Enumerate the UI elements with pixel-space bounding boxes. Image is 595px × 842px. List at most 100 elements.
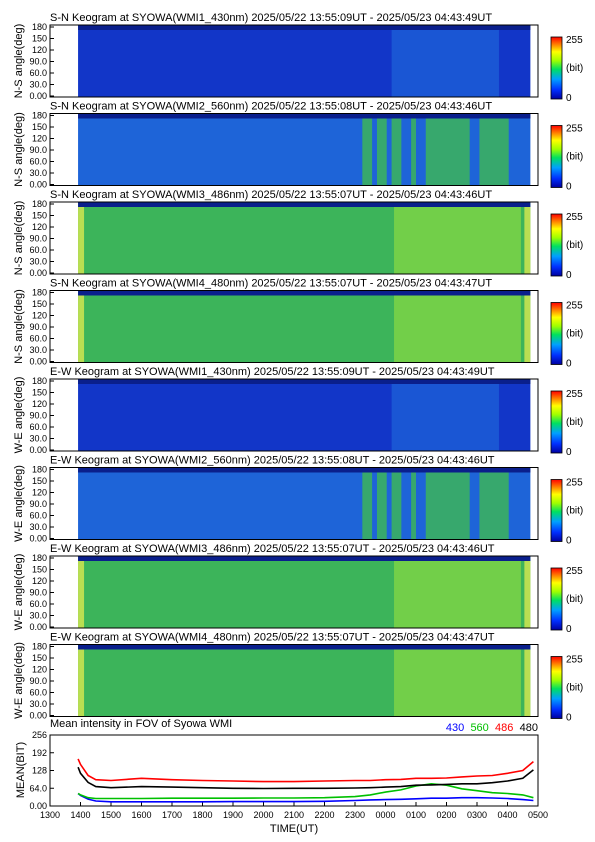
panel-ytick-label: 90.0 (29, 145, 47, 155)
panel-ytick-label: 150 (32, 34, 47, 44)
chart-xtick-label: 0500 (528, 810, 548, 820)
panel-ytick-label: 90.0 (29, 411, 47, 421)
colorbar-max-label: 255 (566, 124, 583, 135)
panel-ytick-label: 90.0 (29, 588, 47, 598)
panel-ytick-label: 60.0 (29, 68, 47, 78)
panel-ytick-label: 180 (32, 199, 47, 209)
panel-ytick-label: 90.0 (29, 676, 47, 686)
legend-480: 480 (520, 722, 538, 734)
colorbar-max-label: 255 (566, 655, 583, 666)
colorbar (550, 567, 563, 631)
panel-ytick-label: 30.0 (29, 434, 47, 444)
dusk-edge (524, 207, 531, 274)
panel-title: E-W Keogram at SYOWA(WMI3_486nm) 2025/05… (50, 543, 495, 555)
chart-xtick-label: 0000 (375, 810, 395, 820)
colorbar-min-label: 0 (566, 536, 572, 547)
panel-ytick-label: 0.00 (29, 91, 47, 101)
panel-ytick-label: 150 (32, 565, 47, 575)
panel-ytick-label: 180 (32, 553, 47, 563)
bright-region (394, 561, 521, 628)
chart-xtick-label: 1500 (101, 810, 121, 820)
aurora-band (362, 472, 373, 540)
panel-ytick-label: 0.00 (29, 268, 47, 278)
aurora-band (411, 118, 416, 186)
chart-ytick-label: 64.0 (29, 783, 47, 793)
panel-ytick-label: 60.0 (29, 334, 47, 344)
chart-xtick-label: 1700 (162, 810, 182, 820)
series-430-line (77, 792, 534, 803)
panel-ytick-label: 60.0 (29, 599, 47, 609)
colorbar-max-label: 255 (566, 35, 583, 46)
colorbar-max-label: 255 (566, 212, 583, 223)
panel-ytick-label: 180 (32, 642, 47, 652)
chart-xtick-label: 1900 (223, 810, 243, 820)
colorbar-unit-label: (bit) (566, 594, 583, 605)
panel-ytick-label: 60.0 (29, 688, 47, 698)
chart-xtick-label: 2000 (253, 810, 273, 820)
colorbar-min-label: 0 (566, 359, 572, 370)
aurora-band (376, 118, 387, 186)
weak-region (391, 384, 499, 451)
chart-xtick-label: 2200 (314, 810, 334, 820)
dawn-edge (78, 207, 85, 274)
panel-title: S-N Keogram at SYOWA(WMI1_430nm) 2025/05… (50, 12, 492, 24)
chart-title: Mean intensity in FOV of Syowa WMI (50, 718, 232, 730)
colorbar (550, 302, 563, 365)
colorbar-max-label: 255 (566, 478, 583, 489)
panel-ytick-label: 30.0 (29, 168, 47, 178)
chart-xtick-label: 2100 (284, 810, 304, 820)
panel-title: E-W Keogram at SYOWA(WMI1_430nm) 2025/05… (50, 366, 495, 378)
colorbar-max-label: 255 (566, 301, 583, 312)
chart-xtick-label: 0300 (467, 810, 487, 820)
bright-region (394, 207, 521, 274)
keogram-horizon-strip (78, 25, 531, 30)
panel-ytick-label: 180 (32, 465, 47, 475)
chart-xlabel: TIME(UT) (270, 823, 318, 835)
panel-ytick-label: 150 (32, 653, 47, 663)
chart-xtick-label: 1600 (131, 810, 151, 820)
panel-ytick-label: 180 (32, 288, 47, 298)
chart-xtick-label: 1800 (192, 810, 212, 820)
weak-region (391, 30, 499, 97)
aurora-band (376, 472, 387, 540)
panel-ytick-label: 150 (32, 388, 47, 398)
keogram-panel: S-N Keogram at SYOWA(WMI3_486nm) 2025/05… (13, 189, 583, 281)
colorbar-min-label: 0 (566, 713, 572, 724)
panel-ytick-label: 0.00 (29, 445, 47, 455)
panel-ytick-label: 120 (32, 399, 47, 409)
keogram-panel: E-W Keogram at SYOWA(WMI1_430nm) 2025/05… (13, 366, 583, 458)
panel-title: E-W Keogram at SYOWA(WMI2_560nm) 2025/05… (50, 455, 495, 467)
aurora-band (411, 472, 416, 540)
colorbar-unit-label: (bit) (566, 63, 583, 74)
colorbar-min-label: 0 (566, 270, 572, 281)
panel-ytick-label: 180 (32, 376, 47, 386)
panel-ytick-label: 30.0 (29, 611, 47, 621)
keogram-horizon-strip (78, 379, 531, 384)
panel-ytick-label: 30.0 (29, 257, 47, 267)
panel-ytick-label: 90.0 (29, 57, 47, 67)
panel-title: E-W Keogram at SYOWA(WMI4_480nm) 2025/05… (50, 632, 495, 644)
keogram-panels: S-N Keogram at SYOWA(WMI1_430nm) 2025/05… (13, 12, 583, 724)
panel-ytick-label: 120 (32, 488, 47, 498)
mean-intensity-chart: Mean intensity in FOV of Syowa WMI MEAN(… (15, 718, 548, 835)
keogram-horizon-strip (78, 113, 531, 119)
keogram-horizon-strip (78, 556, 531, 561)
colorbar-min-label: 0 (566, 182, 572, 193)
panel-ytick-label: 150 (32, 476, 47, 486)
chart-ytick-label: 192 (32, 748, 47, 758)
panel-ylabel: N-S angle(deg) (13, 112, 25, 187)
panel-ytick-label: 0.00 (29, 534, 47, 544)
colorbar-min-label: 0 (566, 624, 572, 635)
keogram-horizon-strip (78, 467, 531, 473)
colorbar-unit-label: (bit) (566, 683, 583, 694)
panel-title: S-N Keogram at SYOWA(WMI4_480nm) 2025/05… (50, 278, 492, 290)
chart-ytick-label: 0.00 (29, 801, 47, 811)
panel-ytick-label: 30.0 (29, 80, 47, 90)
panel-ytick-label: 180 (32, 22, 47, 32)
panel-title: S-N Keogram at SYOWA(WMI3_486nm) 2025/05… (50, 189, 492, 201)
panel-ytick-label: 120 (32, 45, 47, 55)
bright-region (394, 649, 521, 717)
dawn-edge (78, 295, 85, 363)
panel-ytick-label: 150 (32, 299, 47, 309)
